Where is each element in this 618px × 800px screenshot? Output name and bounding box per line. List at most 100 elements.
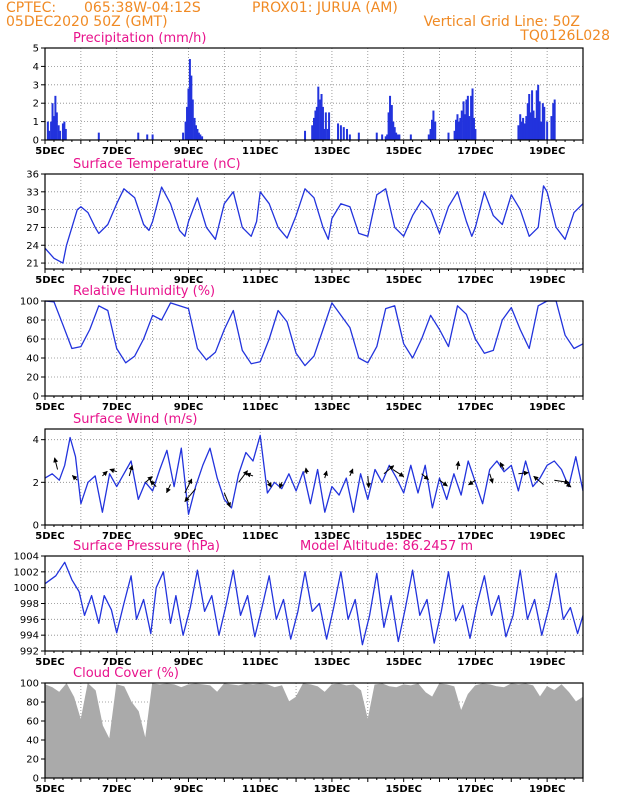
precip-xtick-label: 9DEC [174,146,203,157]
temp-ytick-label: 36 [26,170,39,181]
precip-bar [137,132,140,140]
wind-xtick-label: 15DEC [385,531,421,542]
precip-xtick-label: 11DEC [242,146,278,157]
precip-bar [61,123,64,140]
wind-vector-arrow [348,468,354,477]
precip-bar [470,95,473,140]
precip-bar [311,125,314,140]
precip-bar [342,127,345,140]
temp-xtick-label: 17DEC [457,275,493,286]
precip-bar [474,128,477,140]
precip-bar [315,106,318,140]
precip-bar [59,130,62,140]
precip-bar [323,128,326,140]
precip-bar [328,112,331,140]
rh-xtick-label: 17DEC [457,402,493,413]
temp-xtick-label: 11DEC [242,275,278,286]
precip-ytick-label: 0 [33,136,39,147]
wind-vector-arrow [323,470,328,479]
precip-bar [456,114,459,140]
precip-bar [386,134,389,140]
cloud-ytick-label: 0 [33,774,39,785]
wind-xtick-label: 9DEC [174,531,203,542]
precip-ytick-label: 1 [33,117,39,128]
wind-vector-arrow [554,479,570,485]
wind-xtick-label: 7DEC [102,531,131,542]
header-location: 065:38W-04:12S [84,0,201,16]
precip-xtick-label: 7DEC [102,146,131,157]
wind-vector-arrow [184,478,193,494]
precip-bar [393,127,396,140]
rh-xtick-label: 7DEC [102,402,131,413]
precip-bar [339,125,342,140]
pres-xtick-label: 7DEC [102,657,131,668]
rh-ytick-label: 20 [26,373,39,384]
temp-ytick-label: 24 [26,241,39,252]
precip-bar [357,132,360,140]
temp-xtick-label: 13DEC [314,275,350,286]
precip-bar [537,84,540,140]
precip-bar [314,110,317,140]
wind-vector-arrow [53,457,59,470]
wind-vector-arrow [266,479,272,488]
precip-bar [201,136,204,140]
precip-bar [520,121,523,140]
precip-bar [188,59,191,140]
rh-xtick-label: 5DEC [35,402,64,413]
header-datetime: 05DEC2020 50Z (GMT) [6,14,168,30]
wind-vector-arrow [304,467,310,474]
wind-vector-arrow [149,480,157,487]
temp-ytick-label: 21 [26,259,39,270]
wind-vector-arrow [238,470,248,483]
precip-bar [196,128,199,140]
cloud-ytick-label: 20 [26,755,39,766]
wind-vector-arrow [455,460,461,470]
wind-vector-arrow [184,488,197,503]
precip-bar [534,117,537,140]
precip-bar [529,112,532,140]
wind-frame [44,428,584,526]
precip-bar [46,121,49,140]
precip-bar [465,99,468,140]
precip-bar [553,99,556,140]
wind-vector-arrow [421,473,429,481]
precip-bar [550,116,553,140]
wind-title: Surface Wind (m/s) [73,412,197,427]
precip-xtick-label: 5DEC [35,146,64,157]
wind-vector-arrow [128,464,134,477]
precip-bar [63,121,66,140]
wind-vector-arrow [533,475,544,485]
rh-ytick-label: 80 [26,316,39,327]
precip-bar [531,90,534,140]
precip-bar [337,123,340,140]
precip-ytick-label: 2 [33,99,39,110]
rh-xtick-label: 11DEC [242,402,278,413]
precip-bar [447,132,450,140]
precip-bar [324,112,327,140]
cloud-xtick-label: 17DEC [457,784,493,795]
pres-xtick-label: 9DEC [174,657,203,668]
precip-bar [468,116,471,140]
header-source: CPTEC: [6,0,57,16]
wind-vector-arrow [518,470,529,476]
precip-bar [396,134,399,140]
temp-ytick-label: 30 [26,205,39,216]
precip-bar [151,134,154,140]
precip-bar [390,105,393,140]
rh-ytick-label: 60 [26,335,39,346]
temp-series-line [44,185,584,264]
wind-vector-arrow [245,472,254,478]
cloud-xtick-label: 7DEC [102,784,131,795]
cloud-xtick-label: 11DEC [242,784,278,795]
pres-ytick-label: 998 [20,599,39,610]
precip-bar [194,125,197,140]
precip-bar [434,121,437,140]
wind-vector-arrow [488,473,494,484]
precip-bar [51,103,54,140]
wind-xtick-label: 5DEC [35,531,64,542]
wind-xtick-label: 17DEC [457,531,493,542]
wind-vector-arrow [392,469,405,477]
precip-bar [398,134,401,140]
precip-xtick-label: 13DEC [314,146,350,157]
